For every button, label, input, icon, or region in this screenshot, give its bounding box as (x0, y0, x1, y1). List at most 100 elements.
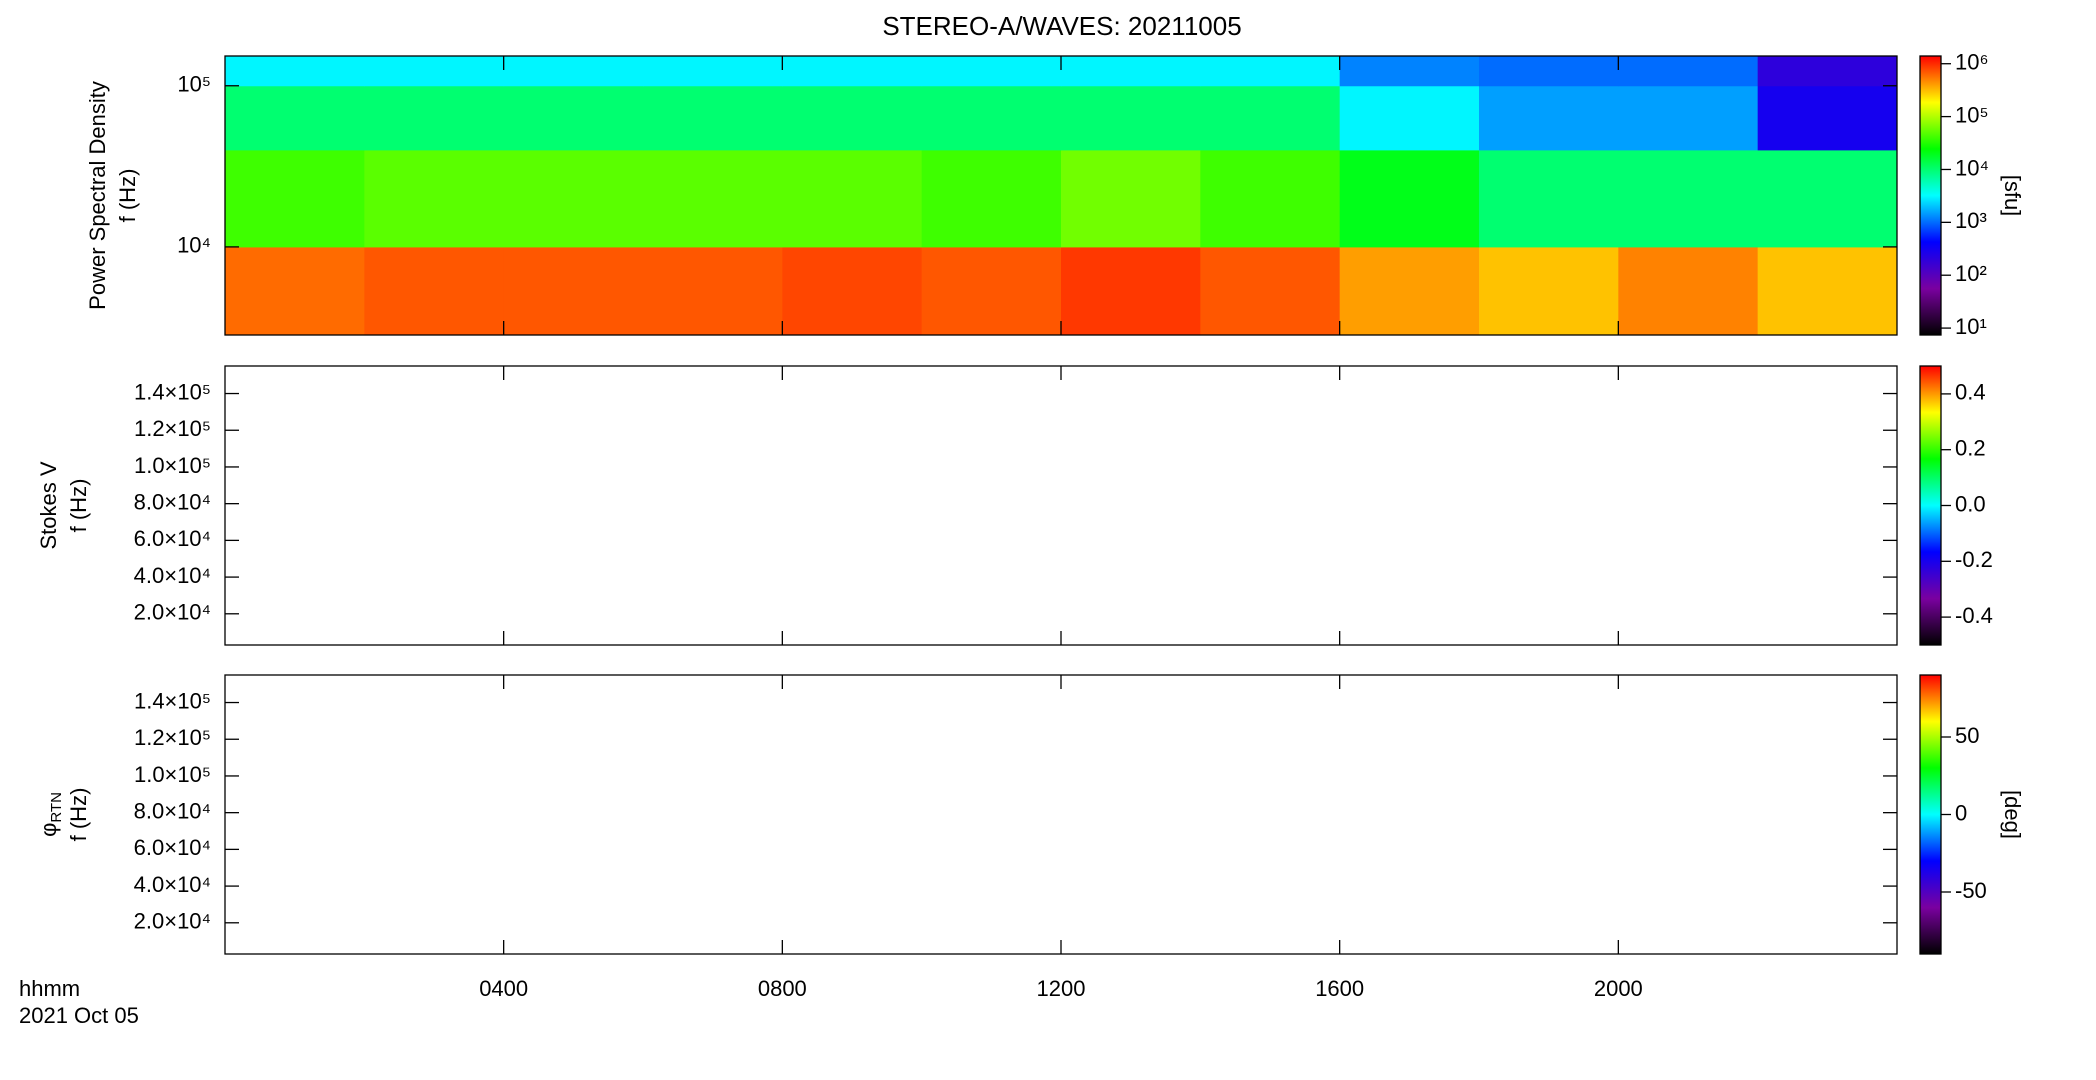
y-tick-label: 2.0×10⁴ (134, 909, 211, 934)
colorbar-tick-label: 10² (1955, 261, 1987, 286)
colorbar-tick-label: 10³ (1955, 208, 1987, 233)
heatmap-cell (782, 246, 923, 336)
y-tick-label: 10⁵ (177, 72, 211, 97)
heatmap-cell (1200, 56, 1341, 87)
colorbar-tick-label: -50 (1955, 878, 1987, 903)
heatmap-cell (782, 56, 923, 87)
y-axis-label: Power Spectral Density (85, 81, 110, 310)
colorbar-label: [sfu] (2000, 175, 2025, 217)
heatmap-cell (643, 246, 783, 336)
heatmap-cell (782, 85, 923, 151)
heatmap-cell (225, 85, 365, 151)
heatmap-cell (225, 149, 365, 248)
heatmap-cell (1061, 85, 1201, 151)
colorbar-tick-label: 0 (1955, 800, 1967, 825)
y-tick-label: 8.0×10⁴ (134, 489, 211, 514)
colorbar-tick-label: 0.0 (1955, 491, 1986, 516)
x-tick-label: 0800 (758, 976, 807, 1001)
colorbar-tick-label: -0.4 (1955, 603, 1993, 628)
y-axis-symbol: φ (36, 823, 61, 837)
heatmap-cell (921, 56, 1062, 87)
heatmap-cell (1339, 149, 1480, 248)
heatmap-cell (1757, 149, 1898, 248)
heatmap-cell (1339, 56, 1480, 87)
heatmap-cell (1479, 246, 1619, 336)
x-tick-label: 2000 (1594, 976, 1643, 1001)
heatmap-cell (782, 149, 923, 248)
heatmap-cell (643, 85, 783, 151)
x-axis-label: 2021 Oct 05 (19, 1003, 139, 1028)
chart-title: STEREO-A/WAVES: 20211005 (882, 11, 1241, 41)
y-tick-label: 6.0×10⁴ (134, 526, 211, 551)
y-axis-label: f (Hz) (115, 169, 140, 223)
colorbar-tick-label: 50 (1955, 723, 1979, 748)
y-axis-label: f (Hz) (66, 479, 91, 533)
plot-frame (224, 674, 1898, 955)
colorbar-tick-label: 10⁴ (1955, 155, 1989, 180)
colorbar-tick-label: 0.2 (1955, 436, 1986, 461)
heatmap-cell (1757, 56, 1898, 87)
colorbar (1919, 674, 1942, 955)
heatmap-cell (1618, 56, 1759, 87)
colorbar (1919, 55, 1942, 336)
heatmap-cell (1200, 246, 1341, 336)
colorbar-tick-label: 10¹ (1955, 314, 1987, 339)
heatmap-cell (503, 246, 644, 336)
heatmap-cell (921, 85, 1062, 151)
y-axis-subscript: RTN (48, 792, 65, 823)
heatmap-cell (1618, 149, 1759, 248)
heatmap-cell (364, 149, 505, 248)
colorbar-label: [deg] (2000, 790, 2025, 839)
heatmap-cell (1200, 149, 1341, 248)
x-axis-label: hhmm (19, 976, 80, 1001)
heatmap-cell (1200, 85, 1341, 151)
y-tick-label: 1.2×10⁵ (134, 725, 211, 750)
colorbar-tick-label: 0.4 (1955, 380, 1986, 405)
heatmap-cell (643, 149, 783, 248)
heatmap-cell (643, 56, 783, 87)
heatmap-cell (225, 56, 365, 87)
heatmap-cell (1479, 85, 1619, 151)
heatmap-cell (364, 85, 505, 151)
y-tick-label: 1.0×10⁵ (134, 762, 211, 787)
heatmap-cell (1339, 85, 1480, 151)
x-tick-label: 0400 (479, 976, 528, 1001)
heatmap-cell (1061, 149, 1201, 248)
y-tick-label: 6.0×10⁴ (134, 835, 211, 860)
heatmap-cell (921, 149, 1062, 248)
heatmap-cell (1479, 149, 1619, 248)
heatmap-cell (1757, 85, 1898, 151)
heatmap-cell (225, 246, 365, 336)
heatmap-cell (364, 246, 505, 336)
heatmap-cell (503, 85, 644, 151)
colorbar-tick-label: -0.2 (1955, 547, 1993, 572)
heatmap-cell (921, 246, 1062, 336)
y-axis-label: φRTN (36, 792, 65, 837)
heatmap-cell (1339, 246, 1480, 336)
y-tick-label: 1.4×10⁵ (134, 379, 211, 404)
y-axis-label: Stokes V (36, 461, 61, 549)
heatmap-cell (1757, 246, 1898, 336)
colorbar-tick-label: 10⁵ (1955, 102, 1989, 127)
plot-frame (224, 365, 1898, 646)
heatmap-cell (1618, 246, 1759, 336)
colorbar-tick-label: 10⁶ (1955, 50, 1989, 75)
x-tick-label: 1200 (1037, 976, 1086, 1001)
y-tick-label: 1.4×10⁵ (134, 688, 211, 713)
heatmap-cell (1061, 246, 1201, 336)
y-axis-label: f (Hz) (66, 788, 91, 842)
y-tick-label: 1.0×10⁵ (134, 453, 211, 478)
y-tick-label: 4.0×10⁴ (134, 563, 211, 588)
heatmap-cell (364, 56, 505, 87)
colorbar (1919, 365, 1942, 646)
x-tick-label: 1600 (1315, 976, 1364, 1001)
y-tick-label: 10⁴ (177, 233, 211, 258)
heatmap-cell (1061, 56, 1201, 87)
heatmap-cell (1618, 85, 1759, 151)
y-tick-label: 4.0×10⁴ (134, 872, 211, 897)
y-tick-label: 2.0×10⁴ (134, 600, 211, 625)
heatmap-cell (503, 149, 644, 248)
heatmap-cell (1479, 56, 1619, 87)
heatmap-cell (503, 56, 644, 87)
